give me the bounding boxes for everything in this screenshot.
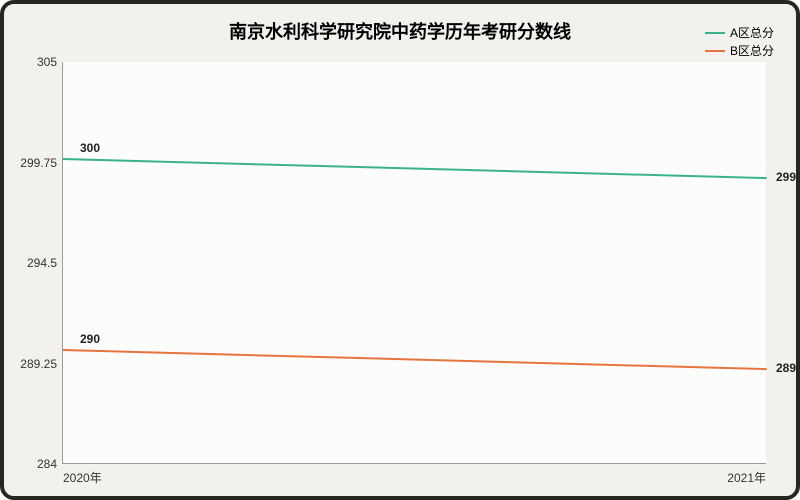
legend-label: B区总分 (730, 42, 774, 60)
value-label: 290 (77, 331, 103, 347)
legend-item: B区总分 (705, 42, 774, 60)
legend-item: A区总分 (705, 24, 774, 42)
y-tick-label: 305 (37, 55, 57, 69)
y-tick-label: 284 (37, 457, 57, 471)
legend: A区总分B区总分 (705, 24, 774, 60)
y-tick-label: 289.25 (20, 357, 57, 371)
gridline (63, 263, 766, 264)
plot-area: 284289.25294.5299.753052020年2021年3002992… (62, 62, 766, 464)
legend-swatch (705, 32, 725, 34)
x-tick-label: 2020年 (63, 469, 102, 486)
legend-swatch (705, 50, 725, 52)
value-label: 289 (773, 360, 799, 376)
legend-label: A区总分 (730, 24, 774, 42)
y-tick-label: 299.75 (20, 156, 57, 170)
chart-title: 南京水利科学研究院中药学历年考研分数线 (4, 18, 796, 44)
y-tick-label: 294.5 (27, 256, 57, 270)
chart-container: 南京水利科学研究院中药学历年考研分数线 A区总分B区总分 284289.2529… (0, 0, 800, 500)
value-label: 300 (77, 140, 103, 156)
gridline (63, 62, 766, 63)
value-label: 299 (773, 169, 799, 185)
x-tick-label: 2021年 (727, 469, 766, 486)
